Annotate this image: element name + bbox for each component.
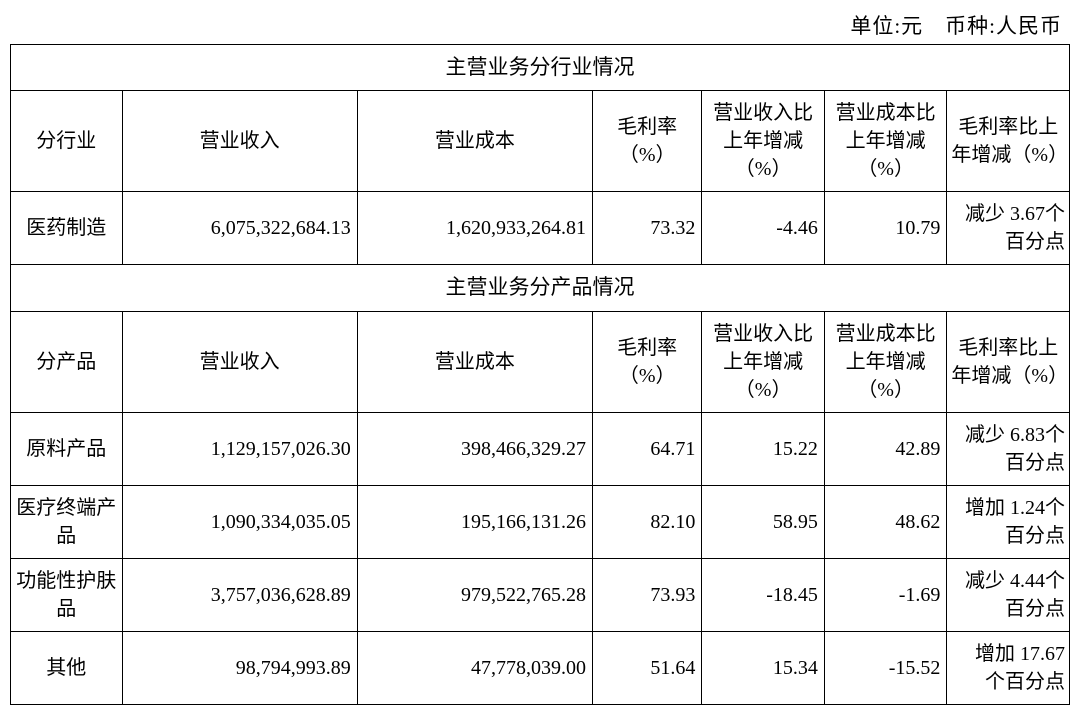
header-cost-yoy: 营业成本比上年增减（%）: [824, 311, 947, 412]
header-cost: 营业成本: [357, 311, 592, 412]
table-row: 功能性护肤品 3,757,036,628.89 979,522,765.28 7…: [11, 558, 1070, 631]
product-label: 其他: [11, 631, 123, 704]
header-industry: 分行业: [11, 91, 123, 192]
cell-cost-yoy: -15.52: [824, 631, 947, 704]
cell-rev-yoy: 15.22: [702, 412, 825, 485]
cell-margin: 51.64: [592, 631, 701, 704]
cell-cost: 47,778,039.00: [357, 631, 592, 704]
industry-label: 医药制造: [11, 192, 123, 265]
cell-margin-yoy: 减少 6.83个百分点: [947, 412, 1070, 485]
cell-margin: 73.32: [592, 192, 701, 265]
cell-cost: 979,522,765.28: [357, 558, 592, 631]
cell-margin: 73.93: [592, 558, 701, 631]
cell-rev-yoy: -18.45: [702, 558, 825, 631]
table-row: 原料产品 1,129,157,026.30 398,466,329.27 64.…: [11, 412, 1070, 485]
cell-margin: 64.71: [592, 412, 701, 485]
cell-rev-yoy: 15.34: [702, 631, 825, 704]
cell-margin-yoy: 增加 17.67 个百分点: [947, 631, 1070, 704]
table-row: 医疗终端产品 1,090,334,035.05 195,166,131.26 8…: [11, 485, 1070, 558]
cell-revenue: 98,794,993.89: [122, 631, 357, 704]
product-header-row: 分产品 营业收入 营业成本 毛利率（%） 营业收入比上年增减（%） 营业成本比上…: [11, 311, 1070, 412]
header-cost: 营业成本: [357, 91, 592, 192]
cell-margin-yoy: 减少 4.44个百分点: [947, 558, 1070, 631]
product-label: 功能性护肤品: [11, 558, 123, 631]
cell-cost: 398,466,329.27: [357, 412, 592, 485]
header-product: 分产品: [11, 311, 123, 412]
product-label: 原料产品: [11, 412, 123, 485]
product-label: 医疗终端产品: [11, 485, 123, 558]
cell-margin-yoy: 增加 1.24个百分点: [947, 485, 1070, 558]
cell-revenue: 1,129,157,026.30: [122, 412, 357, 485]
header-rev-yoy: 营业收入比上年增减（%）: [702, 91, 825, 192]
unit-line: 单位:元 币种:人民币: [10, 10, 1070, 40]
financial-table: 主营业务分行业情况 分行业 营业收入 营业成本 毛利率（%） 营业收入比上年增减…: [10, 44, 1070, 705]
cell-revenue: 3,757,036,628.89: [122, 558, 357, 631]
section-header-row: 主营业务分行业情况: [11, 45, 1070, 91]
section-header-row: 主营业务分产品情况: [11, 265, 1070, 311]
cell-rev-yoy: 58.95: [702, 485, 825, 558]
section-2-title: 主营业务分产品情况: [11, 265, 1070, 311]
section-1-title: 主营业务分行业情况: [11, 45, 1070, 91]
cell-cost-yoy: 42.89: [824, 412, 947, 485]
cell-revenue: 1,090,334,035.05: [122, 485, 357, 558]
cell-margin: 82.10: [592, 485, 701, 558]
cell-rev-yoy: -4.46: [702, 192, 825, 265]
cell-cost-yoy: 10.79: [824, 192, 947, 265]
header-revenue: 营业收入: [122, 91, 357, 192]
industry-header-row: 分行业 营业收入 营业成本 毛利率（%） 营业收入比上年增减（%） 营业成本比上…: [11, 91, 1070, 192]
cell-revenue: 6,075,322,684.13: [122, 192, 357, 265]
table-row: 医药制造 6,075,322,684.13 1,620,933,264.81 7…: [11, 192, 1070, 265]
cell-cost-yoy: 48.62: [824, 485, 947, 558]
header-rev-yoy: 营业收入比上年增减（%）: [702, 311, 825, 412]
header-margin: 毛利率（%）: [592, 91, 701, 192]
cell-margin-yoy: 减少 3.67个百分点: [947, 192, 1070, 265]
cell-cost-yoy: -1.69: [824, 558, 947, 631]
header-cost-yoy: 营业成本比上年增减（%）: [824, 91, 947, 192]
header-revenue: 营业收入: [122, 311, 357, 412]
table-row: 其他 98,794,993.89 47,778,039.00 51.64 15.…: [11, 631, 1070, 704]
header-margin-yoy: 毛利率比上年增减（%）: [947, 91, 1070, 192]
cell-cost: 1,620,933,264.81: [357, 192, 592, 265]
header-margin-yoy: 毛利率比上年增减（%）: [947, 311, 1070, 412]
header-margin: 毛利率（%）: [592, 311, 701, 412]
cell-cost: 195,166,131.26: [357, 485, 592, 558]
